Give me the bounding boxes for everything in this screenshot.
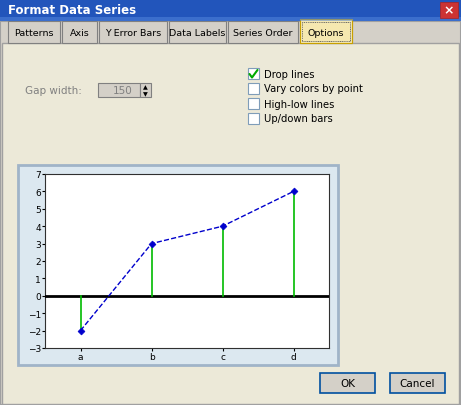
Bar	[8, 22, 60, 44]
Text: ×: ×	[444, 4, 454, 17]
Text: Series Order: Series Order	[233, 30, 293, 38]
Text: High-low lines: High-low lines	[264, 99, 334, 109]
Bar	[320, 373, 375, 393]
Bar	[390, 373, 445, 393]
Bar	[99, 22, 167, 44]
Bar	[302, 23, 350, 42]
Bar	[0, 18, 461, 22]
Text: Vary colors by point: Vary colors by point	[264, 84, 363, 94]
Text: 150: 150	[113, 86, 133, 96]
Bar	[300, 20, 352, 44]
Bar	[248, 99, 259, 110]
Text: Patterns: Patterns	[14, 30, 54, 38]
Text: Data Labels: Data Labels	[169, 30, 226, 38]
Text: Format Data Series: Format Data Series	[8, 4, 136, 17]
Bar	[248, 114, 259, 125]
Text: Drop lines: Drop lines	[264, 69, 314, 79]
Text: Up/down bars: Up/down bars	[264, 114, 333, 124]
Bar	[98, 84, 140, 98]
Bar	[300, 20, 352, 44]
Text: ▲: ▲	[143, 85, 148, 90]
Bar	[440, 3, 458, 19]
Bar	[248, 69, 259, 80]
Bar	[228, 22, 298, 44]
Bar	[302, 23, 350, 42]
Bar	[248, 84, 259, 95]
Text: Axis: Axis	[70, 30, 89, 38]
Bar	[18, 166, 338, 365]
Text: Gap width:: Gap width:	[25, 86, 82, 96]
Text: Options: Options	[308, 28, 344, 37]
Bar	[2, 44, 459, 404]
Bar	[169, 22, 226, 44]
Bar	[0, 0, 461, 22]
Text: Cancel: Cancel	[400, 378, 435, 388]
Text: Y Error Bars: Y Error Bars	[105, 30, 161, 38]
Bar	[62, 22, 97, 44]
Bar	[140, 84, 151, 98]
Text: OK: OK	[340, 378, 355, 388]
Text: ▼: ▼	[143, 92, 148, 97]
